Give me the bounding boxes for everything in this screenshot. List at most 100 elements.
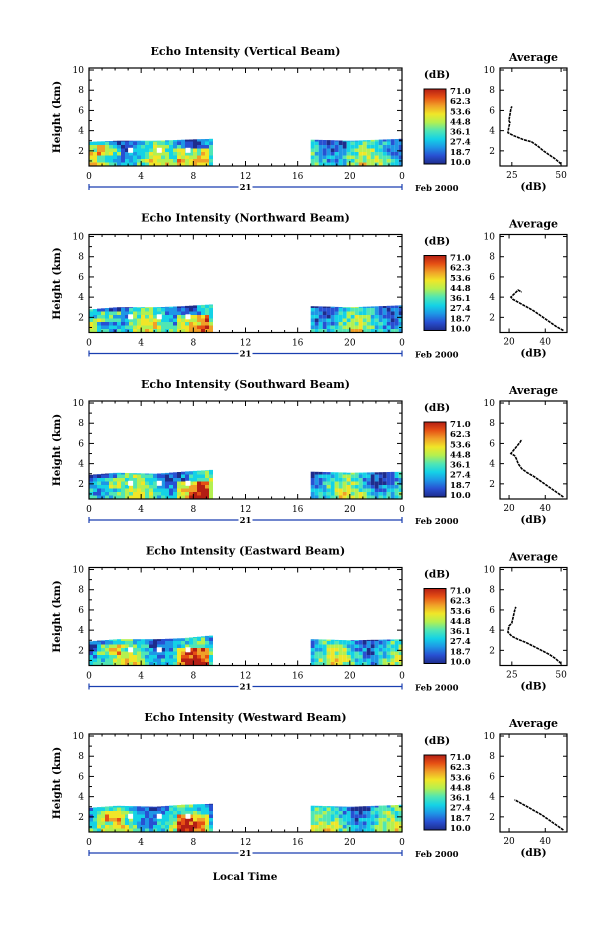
y-axis-label: Height (km) [51,580,63,652]
date-day-label: 21 [240,183,252,193]
average-x-tick-label: 20 [503,338,515,348]
colorbar-tick-label: 71.0 [450,753,471,763]
x-axis: 0 4 8 12 16 20 0 [86,234,405,349]
x-tick-label: 4 [138,339,144,349]
x-tick-label: 12 [240,672,251,682]
colorbar-tick-label: 53.6 [450,440,471,450]
date-day-label: 21 [240,849,252,859]
colorbar-tick-label: 53.6 [450,773,471,783]
average-profile-line [509,438,564,498]
colorbar-tick-label: 18.7 [450,481,471,491]
panel-title: Echo Intensity (Eastward Beam) [146,545,345,558]
average-profile-line [514,799,564,831]
y-tick-label: 10 [73,233,85,243]
y-tick-label: 6 [78,106,84,116]
x-tick-label: 0 [399,172,405,182]
colorbar-tick-label: 10.0 [450,158,471,168]
x-tick-label: 12 [240,339,251,349]
average-x-tick-label: 25 [506,671,518,681]
y-tick-label: 8 [78,86,84,96]
average-title: Average [508,51,558,64]
colorbar-tick-label: 62.3 [450,763,471,773]
colorbar-unit: (dB) [424,69,450,81]
y-tick-label: 8 [78,419,84,429]
colorbar-tick-label: 44.8 [450,450,471,460]
average-x-tick-label: 40 [540,504,552,514]
x-tick-label: 20 [344,172,356,182]
y-tick-label: 2 [78,813,84,823]
x-axis: 0 4 8 12 16 20 0 [86,567,405,682]
x-tick-label: 0 [399,505,405,515]
y-axis-label: Height (km) [51,81,63,153]
x-tick-label: 16 [292,339,304,349]
colorbar-tick-label: 44.8 [450,117,471,127]
x-tick-label: 20 [344,339,356,349]
x-tick-label: 16 [292,172,304,182]
y-axis: 2 4 6 8 10 [73,66,402,162]
colorbar: (dB)71.062.353.644.836.127.418.710.0 [423,569,471,668]
average-y-tick-label: 2 [489,646,495,656]
average-y-tick-label: 2 [489,813,495,823]
average-y-tick-label: 6 [489,439,495,449]
y-axis-label: Height (km) [51,247,63,319]
date-bar: 21 Feb 2000 [88,348,459,361]
y-tick-label: 2 [78,147,84,157]
x-tick-label: 20 [344,672,356,682]
colorbar-tick-label: 36.1 [450,627,471,637]
average-profile-line [507,106,562,165]
y-tick-label: 10 [73,399,85,409]
average-profile-panel: Average 2 4 6 8 10 25 50 (dB) [484,551,568,693]
average-y-tick-label: 2 [489,313,495,323]
x-tick-label: 16 [292,505,304,515]
average-x-label: (dB) [520,681,546,693]
y-axis: 2 4 6 8 10 [73,566,402,661]
colorbar-tick-label: 27.4 [450,637,471,647]
colorbar-tick-label: 36.1 [450,294,471,304]
average-x-tick-label: 20 [503,837,515,847]
colorbar: (dB)71.062.353.644.836.127.418.710.0 [423,236,471,335]
colorbar-tick-label: 27.4 [450,471,471,481]
average-y-tick-label: 10 [484,399,496,409]
x-tick-label: 4 [138,838,144,848]
date-month-label: Feb 2000 [415,184,459,194]
y-axis-label: Height (km) [51,414,63,486]
colorbar-tick-label: 44.8 [450,284,471,294]
x-tick-label: 12 [240,505,251,515]
colorbar: (dB)71.062.353.644.836.127.418.710.0 [423,402,471,501]
average-y-tick-label: 10 [484,732,496,742]
average-x-tick-label: 20 [503,504,515,514]
date-bar: 21 Feb 2000 [88,848,459,860]
y-tick-label: 10 [73,732,85,742]
colorbar-unit: (dB) [424,569,450,581]
colorbar-unit: (dB) [424,402,450,414]
x-tick-label: 8 [190,838,196,848]
y-tick-label: 4 [78,793,84,803]
panel-5: Echo Intensity (Westward Beam) 2 4 6 8 10 Heig… [51,711,568,860]
date-day-label: 21 [240,516,252,526]
colorbar-tick-label: 27.4 [450,804,471,814]
panel-3: Echo Intensity (Southward Beam) 2 4 6 8 10 Hei… [51,378,568,527]
panel-4: Echo Intensity (Eastward Beam) 2 4 6 8 10 Heig… [51,545,568,694]
x-axis: 0 4 8 12 16 20 0 [86,734,405,848]
x-tick-label: 8 [190,339,196,349]
colorbar-tick-label: 53.6 [450,607,471,617]
x-axis-label: Local Time [213,871,278,883]
colorbar-tick-label: 18.7 [450,647,471,657]
average-x-tick-label: 25 [506,171,518,181]
x-tick-label: 4 [138,672,144,682]
average-x-tick-label: 50 [555,171,567,181]
y-axis: 2 4 6 8 10 [73,233,402,328]
colorbar: (dB)71.062.353.644.836.127.418.710.0 [423,69,471,168]
colorbar-tick-label: 36.1 [450,794,471,804]
average-y-tick-label: 2 [489,147,495,157]
y-tick-label: 4 [78,626,84,636]
colorbar-tick-label: 18.7 [450,314,471,324]
colorbar-tick-label: 10.0 [450,824,471,834]
average-frame [499,67,568,167]
average-frame [499,400,568,500]
colorbar-tick-label: 53.6 [450,274,471,284]
panel-title: Echo Intensity (Southward Beam) [141,378,350,391]
panel-title: Echo Intensity (Northward Beam) [141,212,350,225]
x-tick-label: 4 [138,172,144,182]
y-tick-label: 4 [78,293,84,303]
